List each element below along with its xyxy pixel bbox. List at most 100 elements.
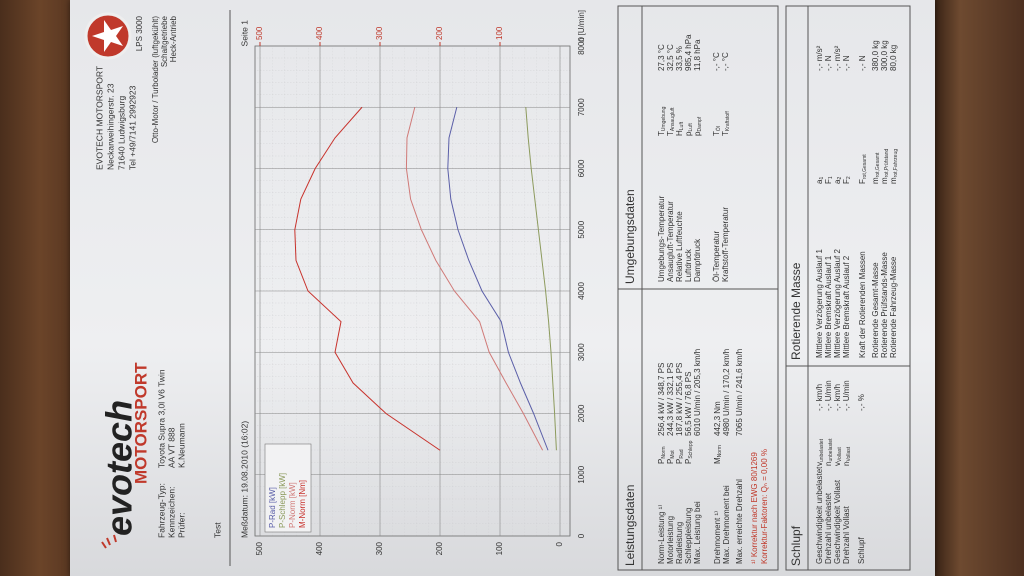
section-title: Schlupf bbox=[789, 525, 803, 566]
symbol: m bbox=[871, 177, 880, 184]
row-symbol: mrot,Prüfstand bbox=[880, 148, 890, 184]
symbol-sub: rot,Fahrzeug bbox=[893, 149, 899, 178]
symbol: T bbox=[657, 131, 666, 136]
row-symbol: a1 bbox=[815, 177, 825, 184]
row-symbol: HLuft bbox=[675, 121, 685, 136]
symbol: T bbox=[721, 131, 730, 136]
symbol-sub: Mot bbox=[670, 450, 676, 459]
row-value: -,- °C bbox=[712, 52, 721, 71]
badge: LPS 3000 bbox=[135, 15, 144, 51]
row-symbol: mrot,Gesamt bbox=[871, 152, 881, 184]
note: ¹⁾ Korrektur nach EWG 80/1269 bbox=[750, 452, 759, 564]
company-line: 71640 Ludwigsburg bbox=[116, 96, 126, 170]
row-label: Mittlere Bremskraft Auslauf 1 bbox=[824, 255, 833, 358]
row-label: Mittlere Verzögerung Auslauf 1 bbox=[815, 248, 824, 358]
x-tick-label: 1000 bbox=[577, 465, 586, 483]
row-value: 300,0 kg bbox=[880, 40, 889, 71]
row-label: Relative Luftfeuchte bbox=[675, 211, 684, 282]
x-tick-label: 8000 bbox=[577, 37, 586, 55]
symbol: F bbox=[842, 179, 851, 184]
x-tick-label: 4000 bbox=[577, 282, 586, 300]
x-axis-label: n [U/min] bbox=[577, 10, 586, 42]
row-value: -,- m/s² bbox=[815, 45, 824, 71]
row-value: -,- U/min bbox=[824, 380, 833, 411]
row-value: 442,3 Nm bbox=[713, 401, 722, 436]
row-value: 11,8 hPa bbox=[693, 39, 702, 71]
symbol-sub: Vollast bbox=[846, 446, 852, 461]
row-label: Norm-Leistung ¹⁾ bbox=[657, 505, 666, 564]
date: Meßdatum: 19.08.2010 (16:02) bbox=[239, 421, 249, 538]
y-tick-label: 300 bbox=[375, 541, 384, 555]
x-tick-label: 3000 bbox=[577, 343, 586, 361]
series-line bbox=[405, 107, 544, 451]
engine-line: Otto-Motor / Turbolader (luftgekühlt) bbox=[151, 16, 160, 144]
y-tick-label: 200 bbox=[435, 541, 444, 555]
row-label: Ansaugluft-Temperatur bbox=[666, 201, 675, 282]
row-symbol: vVollast bbox=[833, 447, 843, 466]
row-symbol: PMot bbox=[666, 450, 676, 464]
symbol: P bbox=[675, 459, 684, 464]
row-symbol: PSchlepp bbox=[684, 440, 694, 464]
row-value: 256,4 kW / 348,7 PS bbox=[657, 363, 666, 436]
row-value: 244,3 kW / 332,1 PS bbox=[666, 363, 675, 436]
row-label: Geschwindigkeit Vollast bbox=[833, 479, 842, 564]
row-symbol: Frot,Gesamt bbox=[858, 154, 868, 184]
row-symbol: pDampf bbox=[693, 116, 703, 136]
x-tick-label: 7000 bbox=[577, 98, 586, 116]
symbol-sub: Rad bbox=[679, 449, 685, 458]
row-symbol: PNorm bbox=[657, 446, 667, 464]
row-label: Rotierende Prüfstands-Masse bbox=[880, 252, 889, 358]
row-symbol: F2 bbox=[842, 176, 852, 184]
row-symbol: MNorm bbox=[713, 445, 723, 464]
row-label: Mittlere Bremskraft Auslauf 2 bbox=[842, 255, 851, 358]
symbol-sub: Norm bbox=[661, 446, 667, 458]
symbol-sub: Kraftstoff bbox=[725, 111, 731, 132]
row-label: Max. Drehmoment bei bbox=[722, 485, 731, 564]
y-tick-label: 400 bbox=[315, 541, 324, 555]
vehicle-value: K.Neumann bbox=[176, 423, 186, 468]
row-label: Max. Leistung bei bbox=[693, 501, 702, 564]
company-line: Tel +49/7141 2992923 bbox=[127, 85, 137, 170]
symbol: a bbox=[833, 179, 842, 184]
legend-entry: P-Norm [kW] bbox=[288, 482, 297, 528]
symbol: F bbox=[858, 179, 867, 184]
row-label: Drehmoment ¹⁾ bbox=[713, 511, 722, 564]
symbol: T bbox=[666, 131, 675, 136]
symbol: m bbox=[880, 177, 889, 184]
row-value: 6010 U/min / 205,3 km/h bbox=[693, 349, 702, 436]
x-tick-label: 6000 bbox=[577, 159, 586, 177]
data-box bbox=[617, 5, 779, 571]
row-label: Kraft der Rotierenden Massen bbox=[858, 251, 867, 358]
symbol: n bbox=[842, 462, 851, 466]
row-value: 27,3 °C bbox=[657, 44, 666, 71]
symbol: m bbox=[889, 177, 898, 184]
symbol-sub: 2 bbox=[846, 176, 852, 179]
row-value: 32,5 °C bbox=[666, 44, 675, 71]
symbol-sub: Norm bbox=[717, 445, 723, 457]
symbol-sub: Dampf bbox=[697, 116, 703, 131]
symbol: p bbox=[684, 131, 693, 136]
symbol: v bbox=[833, 462, 842, 466]
row-label: Schleppleistung bbox=[684, 508, 693, 564]
y2-tick-label: 500 bbox=[255, 26, 264, 40]
symbol-sub: unbelastet bbox=[819, 438, 825, 462]
row-label: Schlupf bbox=[857, 537, 866, 564]
legend-entry: M-Norm [Nm] bbox=[298, 480, 307, 528]
y2-tick-label: 100 bbox=[495, 26, 504, 40]
symbol-sub: unbelastet bbox=[828, 438, 834, 462]
row-value: 380,0 kg bbox=[871, 40, 880, 71]
symbol: F bbox=[824, 179, 833, 184]
x-tick-label: 5000 bbox=[577, 220, 586, 238]
row-symbol: nunbelastet bbox=[824, 438, 834, 466]
row-value: -,- °C bbox=[721, 52, 730, 71]
section-title: Leistungsdaten bbox=[623, 485, 637, 566]
row-label: Max. erreichte Drehzahl bbox=[735, 479, 744, 564]
row-label: Dampfdruck bbox=[693, 238, 702, 282]
vehicle-label: Fahrzeug-Typ: bbox=[156, 483, 166, 538]
page-number: Seite 1 bbox=[239, 20, 249, 47]
symbol: T bbox=[712, 131, 721, 136]
row-symbol: TUmgebung bbox=[657, 106, 667, 136]
section-title: Umgebungsdaten bbox=[623, 189, 637, 284]
